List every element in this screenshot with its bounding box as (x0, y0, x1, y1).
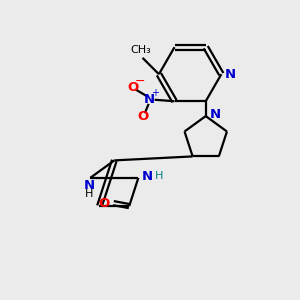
Text: N: N (142, 170, 153, 183)
Text: O: O (138, 110, 149, 123)
Text: H: H (155, 171, 163, 182)
Text: N: N (83, 179, 94, 192)
Text: +: + (151, 88, 159, 98)
Text: O: O (98, 196, 109, 210)
Text: −: − (135, 75, 146, 88)
Text: N: N (144, 93, 155, 106)
Text: N: N (209, 108, 220, 121)
Text: O: O (127, 81, 139, 94)
Text: N: N (225, 68, 236, 81)
Text: H: H (85, 189, 93, 199)
Text: CH₃: CH₃ (131, 45, 152, 55)
